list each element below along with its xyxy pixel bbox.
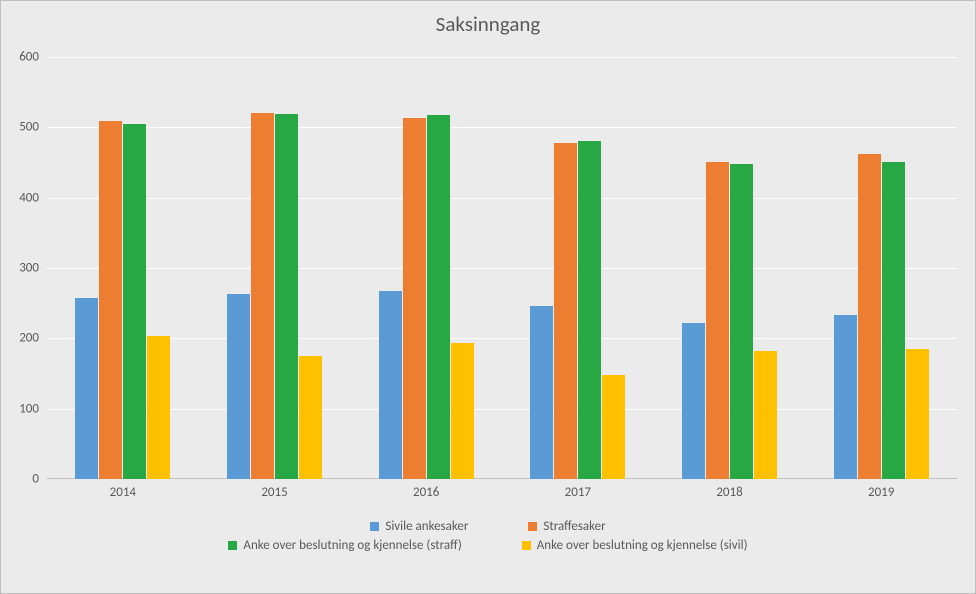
legend-swatch [528, 522, 537, 531]
bar [682, 323, 705, 479]
bar [451, 343, 474, 479]
gridline [47, 338, 957, 339]
y-tick-label: 400 [19, 190, 39, 205]
bar [75, 298, 98, 479]
bar [834, 315, 857, 479]
bar [602, 375, 625, 479]
y-tick-label: 0 [32, 472, 39, 487]
gridline [47, 57, 957, 58]
bar [858, 154, 881, 479]
legend-item: Sivile ankesaker [370, 519, 468, 534]
bar [427, 115, 450, 479]
bar [578, 141, 601, 479]
x-tick-label: 2015 [261, 485, 287, 500]
x-tick-label: 2018 [716, 485, 742, 500]
x-tick-label: 2014 [110, 485, 136, 500]
legend-item: Straffesaker [528, 519, 605, 534]
legend-label: Sivile ankesaker [385, 519, 468, 534]
bar [906, 349, 929, 479]
chart-container: Saksinngang 0100200300400500600201420152… [0, 0, 976, 594]
bar [275, 114, 298, 479]
bar [706, 162, 729, 479]
y-tick-label: 600 [19, 50, 39, 65]
bar [754, 351, 777, 479]
bar [554, 143, 577, 479]
bar [147, 336, 170, 479]
y-tick-label: 200 [19, 331, 39, 346]
bar [251, 113, 274, 479]
legend-swatch [370, 522, 379, 531]
legend-label: Anke over beslutning og kjennelse (straf… [243, 538, 461, 553]
bar [730, 164, 753, 479]
bar [227, 294, 250, 479]
legend-swatch [522, 541, 531, 550]
x-tick-label: 2019 [868, 485, 894, 500]
bar [99, 121, 122, 479]
x-tick-label: 2016 [413, 485, 439, 500]
bar [123, 124, 146, 479]
bar [403, 118, 426, 480]
bar [882, 162, 905, 479]
gridline [47, 268, 957, 269]
legend-label: Straffesaker [543, 519, 605, 534]
gridline [47, 409, 957, 410]
legend-item: Anke over beslutning og kjennelse (sivil… [522, 538, 748, 553]
plot-area: 0100200300400500600201420152016201720182… [47, 57, 957, 479]
y-tick-label: 300 [19, 261, 39, 276]
legend-label: Anke over beslutning og kjennelse (sivil… [537, 538, 748, 553]
x-tick-label: 2017 [565, 485, 591, 500]
bar [379, 291, 402, 479]
bar [299, 356, 322, 479]
legend-item: Anke over beslutning og kjennelse (straf… [228, 538, 461, 553]
y-tick-label: 100 [19, 401, 39, 416]
chart-title: Saksinngang [1, 11, 975, 37]
y-tick-label: 500 [19, 120, 39, 135]
legend: Sivile ankesaker Straffesaker Anke over be… [1, 515, 975, 557]
legend-row: Sivile ankesaker Straffesaker [1, 519, 975, 534]
gridline [47, 127, 957, 128]
legend-row: Anke over beslutning og kjennelse (straf… [1, 538, 975, 553]
gridline [47, 198, 957, 199]
legend-swatch [228, 541, 237, 550]
bar [530, 306, 553, 479]
x-axis-line [47, 478, 957, 479]
